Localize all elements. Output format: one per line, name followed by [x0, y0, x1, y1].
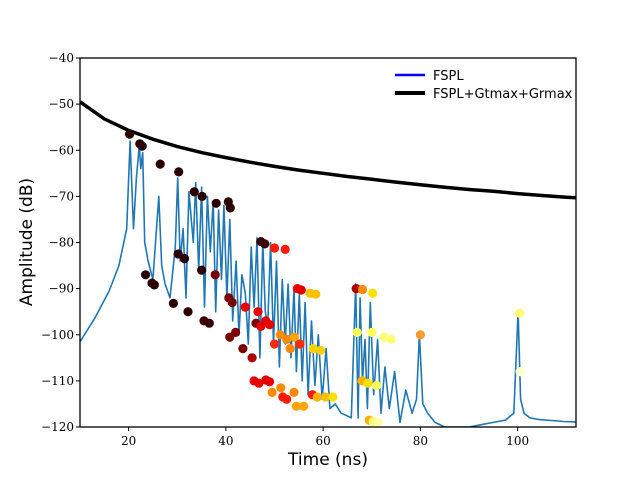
- data-point: [282, 394, 292, 404]
- data-point: [179, 254, 190, 264]
- data-point: [189, 187, 199, 197]
- data-point: [368, 288, 378, 298]
- legend: FSPL FSPL+Gtmax+Grmax: [395, 69, 573, 102]
- x-tick-label: 60: [315, 434, 330, 448]
- data-point: [415, 330, 425, 340]
- data-point: [211, 198, 221, 208]
- data-point: [352, 327, 362, 337]
- data-point: [155, 159, 165, 169]
- y-tick-label: −100: [41, 328, 74, 342]
- x-tick-label: 20: [121, 434, 136, 448]
- data-point: [183, 307, 193, 317]
- data-point: [141, 270, 151, 280]
- data-point: [373, 417, 383, 427]
- plot-background: [80, 58, 576, 427]
- x-tick-label: 100: [506, 434, 529, 448]
- data-point: [357, 284, 368, 295]
- data-point: [308, 344, 318, 354]
- data-point: [328, 392, 338, 402]
- data-point: [267, 387, 277, 397]
- data-point: [372, 380, 382, 391]
- data-point: [265, 377, 275, 387]
- data-point: [311, 289, 321, 299]
- y-tick-label: −120: [41, 420, 74, 434]
- data-point: [269, 243, 280, 253]
- y-tick-label: −40: [49, 51, 74, 65]
- y-tick-label: −60: [49, 143, 74, 157]
- data-point: [269, 339, 280, 349]
- fspl-gain-line: [80, 100, 576, 200]
- data-point: [168, 298, 178, 308]
- x-tick-label: 40: [218, 434, 233, 448]
- data-point: [275, 330, 285, 340]
- data-point: [316, 345, 326, 355]
- data-point: [515, 308, 525, 318]
- data-point: [227, 297, 237, 308]
- data-point: [276, 383, 286, 393]
- data-point: [240, 302, 250, 312]
- data-point: [254, 378, 264, 388]
- y-tick-label: −50: [49, 97, 74, 111]
- data-point: [137, 141, 147, 151]
- data-point: [238, 344, 248, 354]
- data-point: [210, 270, 220, 280]
- data-point: [289, 332, 299, 342]
- signal-line: [80, 140, 576, 427]
- data-point: [367, 327, 377, 337]
- data-point: [253, 307, 263, 317]
- data-point: [280, 244, 290, 254]
- y-tick-label: −110: [41, 374, 74, 388]
- data-point: [296, 285, 306, 295]
- data-point: [379, 332, 389, 342]
- data-point: [295, 339, 305, 349]
- data-point: [363, 378, 373, 388]
- y-tick-label: −80: [49, 236, 74, 250]
- data-point: [386, 334, 396, 344]
- data-point: [125, 129, 135, 139]
- data-point: [225, 203, 235, 213]
- data-point: [260, 239, 270, 249]
- data-point: [285, 344, 295, 354]
- data-point: [282, 334, 292, 344]
- data-point: [204, 318, 214, 328]
- data-point: [197, 191, 207, 201]
- data-point: [265, 320, 275, 330]
- y-tick-label: −90: [49, 282, 74, 296]
- data-point: [289, 387, 299, 397]
- data-point: [197, 265, 207, 275]
- data-point: [321, 392, 331, 402]
- data-point: [173, 249, 183, 259]
- x-tick-label: 80: [413, 434, 428, 448]
- data-point: [231, 327, 241, 337]
- y-tick-label: −70: [49, 189, 74, 203]
- legend-fspl-label: FSPL: [433, 69, 464, 84]
- data-point: [174, 167, 184, 177]
- legend-fspl-gain-label: FSPL+Gtmax+Grmax: [433, 87, 573, 102]
- data-point: [515, 367, 525, 377]
- data-point: [291, 401, 301, 411]
- y-axis-label: Amplitude (dB): [17, 178, 37, 306]
- data-point: [149, 280, 159, 290]
- data-point: [299, 401, 309, 411]
- x-axis-label: Time (ns): [287, 450, 368, 470]
- data-point: [247, 353, 257, 363]
- data-point: [312, 392, 322, 402]
